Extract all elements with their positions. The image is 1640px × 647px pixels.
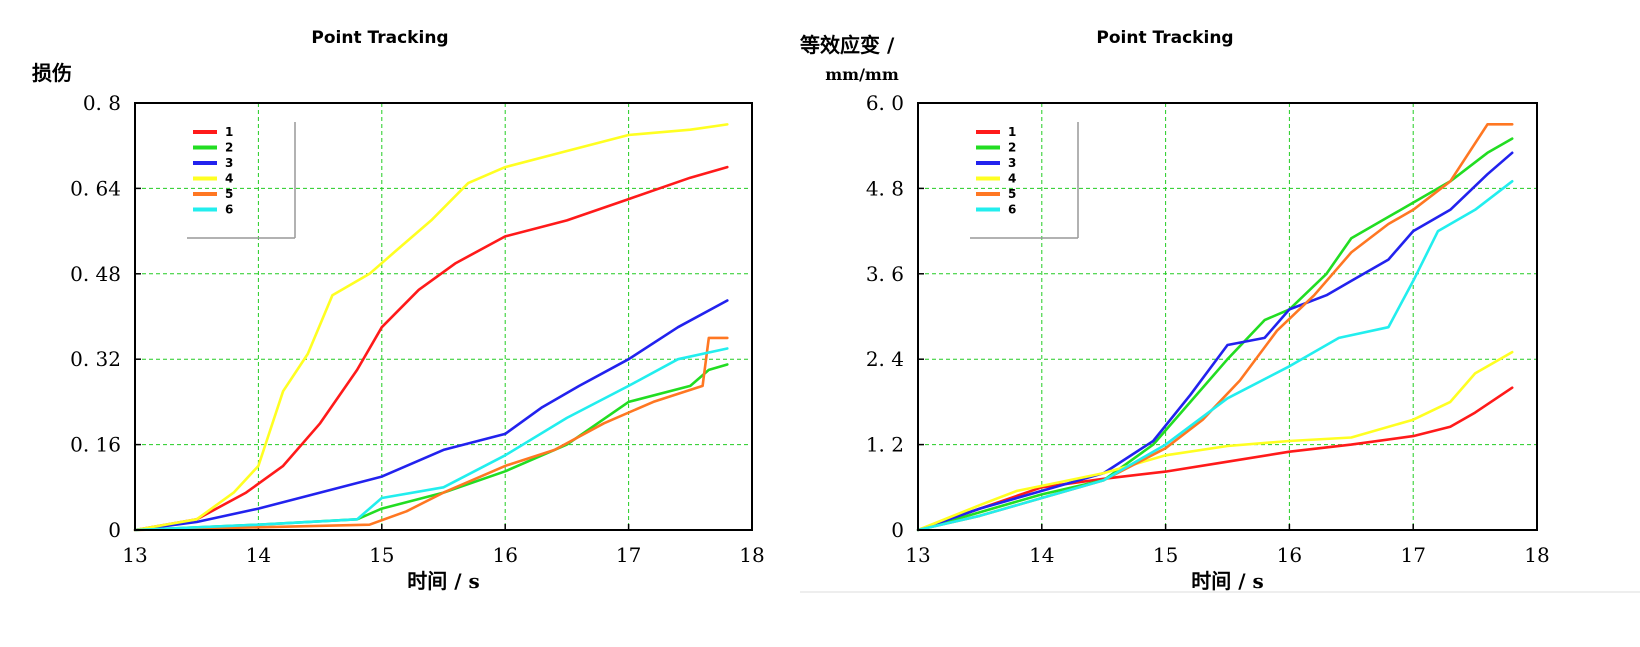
plot-area: [918, 103, 1537, 530]
y-tick-label: 0: [108, 518, 121, 542]
y-tick-label: 0. 64: [70, 176, 121, 200]
legend-label-1: 1: [1008, 125, 1016, 139]
y-tick-label: 0. 16: [70, 433, 121, 457]
x-tick-label: 15: [1153, 543, 1178, 567]
legend-label-6: 6: [225, 203, 233, 217]
legend-label-2: 2: [225, 141, 233, 155]
series-line-1: [133, 165, 729, 532]
x-axis-label: 时间 / s: [1191, 569, 1264, 593]
y-axis-label: 损伤: [32, 61, 72, 85]
series-line-2: [916, 137, 1514, 532]
grid-lines: [135, 103, 752, 530]
y-tick-label: 0. 32: [70, 347, 121, 371]
plot-area: [135, 103, 752, 530]
series-line-4: [133, 123, 729, 532]
legend: 1 23 45 6: [187, 122, 296, 239]
x-tick-label: 16: [1277, 543, 1302, 567]
legend-label-4: 4: [1008, 172, 1016, 186]
series-line-3: [133, 299, 729, 532]
x-tick-label: 17: [616, 543, 641, 567]
legend-label-2: 2: [1008, 141, 1016, 155]
y-axis-label: 等效应变 /: [800, 33, 895, 57]
x-tick-label: 17: [1400, 543, 1425, 567]
y-tick-label: 1. 2: [866, 433, 904, 457]
series-line-3: [916, 151, 1514, 532]
legend-label-5: 5: [1008, 187, 1016, 201]
x-axis-label: 时间 / s: [407, 569, 480, 593]
series-line-6: [133, 347, 729, 532]
y-tick-label: 0. 8: [83, 91, 121, 115]
x-tick-label: 15: [369, 543, 394, 567]
x-tick-label: 18: [1524, 543, 1549, 567]
legend: 1 23 45 6: [970, 122, 1079, 239]
legend-label-3: 3: [225, 156, 233, 170]
y-tick-label: 4. 8: [866, 176, 904, 200]
x-tick-label: 14: [246, 543, 271, 567]
legend-label-5: 5: [225, 187, 233, 201]
plot-frame: [134, 102, 753, 531]
legend-label-1: 1: [225, 125, 233, 139]
x-tick-label: 13: [122, 543, 147, 567]
x-tick-label: 14: [1029, 543, 1054, 567]
y-tick-label: 0: [891, 518, 904, 542]
legend-label-3: 3: [1008, 156, 1016, 170]
y-tick-label: 6. 0: [866, 91, 904, 115]
legend-label-6: 6: [1008, 203, 1016, 217]
x-tick-label: 13: [905, 543, 930, 567]
x-tick-label: 16: [492, 543, 517, 567]
y-tick-label: 0. 48: [70, 262, 121, 286]
chart-title: Point Tracking: [1096, 28, 1233, 48]
y-tick-label: 3. 6: [866, 262, 904, 286]
chart-title: Point Tracking: [311, 28, 448, 48]
series-line-5: [133, 336, 729, 532]
series-line-4: [916, 350, 1514, 532]
series-line-6: [916, 180, 1514, 532]
x-tick-label: 18: [739, 543, 764, 567]
y-axis-unit: mm/mm: [825, 65, 899, 84]
y-tick-label: 2. 4: [866, 347, 904, 371]
series-line-1: [916, 386, 1514, 532]
plot-frame: [917, 102, 1538, 531]
legend-label-4: 4: [225, 172, 233, 186]
